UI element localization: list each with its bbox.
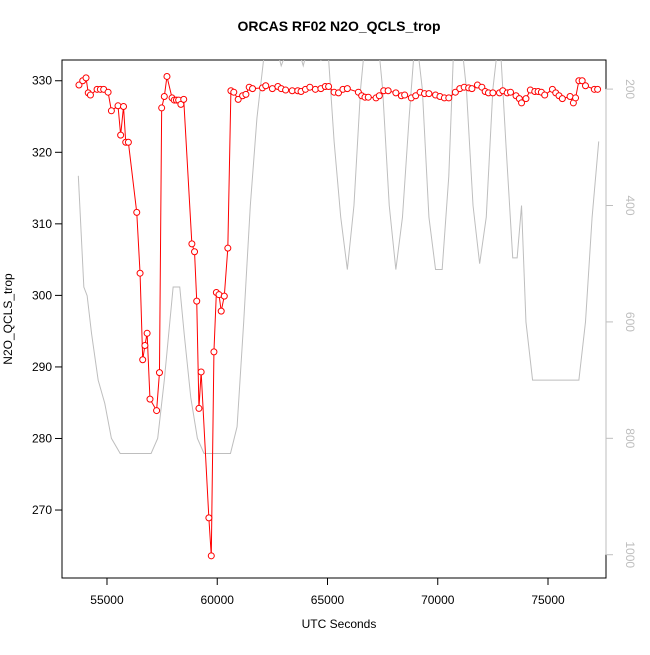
x-tick-label: 55000 [90, 593, 124, 607]
point [205, 514, 213, 522]
point [364, 93, 372, 101]
point [210, 348, 218, 356]
y-tick-label: 320 [32, 145, 52, 159]
point [558, 95, 566, 103]
point [104, 88, 112, 96]
y2-tick-label: 800 [623, 428, 637, 448]
point [220, 292, 228, 300]
point [163, 72, 171, 80]
point [572, 94, 580, 102]
y-tick-label: 290 [32, 360, 52, 374]
x-tick-label: 65000 [311, 593, 345, 607]
point [141, 341, 149, 349]
point [507, 88, 515, 96]
point [86, 91, 94, 99]
point [120, 103, 128, 111]
y-tick-label: 300 [32, 288, 52, 302]
point [425, 90, 433, 98]
point [155, 369, 163, 377]
point [139, 356, 147, 364]
point [489, 89, 497, 97]
point [401, 91, 409, 99]
point [594, 85, 602, 93]
point [158, 104, 166, 112]
point [234, 95, 242, 103]
point [392, 89, 400, 97]
point [224, 244, 232, 252]
x-axis-title: UTC Seconds [302, 617, 377, 631]
point [384, 87, 392, 95]
point [117, 131, 125, 139]
y2-tick-label: 400 [623, 195, 637, 215]
point [581, 82, 589, 90]
point [195, 404, 203, 412]
x-tick-label: 75000 [531, 593, 565, 607]
point [412, 92, 420, 100]
point [143, 329, 151, 337]
point [325, 82, 333, 90]
y2-tick-label: 600 [623, 312, 637, 332]
point [124, 138, 132, 146]
point [191, 248, 199, 256]
point [343, 85, 351, 93]
point [160, 92, 168, 100]
point [75, 81, 83, 89]
point [578, 77, 586, 85]
point [153, 407, 161, 415]
point [230, 88, 238, 96]
point [541, 91, 549, 99]
point [180, 95, 188, 103]
point [242, 90, 250, 98]
y2-tick-label: 200 [623, 79, 637, 99]
point [146, 395, 154, 403]
point [82, 74, 90, 82]
x-tick-label: 60000 [201, 593, 235, 607]
point [445, 94, 453, 102]
point [193, 297, 201, 305]
point [207, 552, 215, 560]
point [136, 269, 144, 277]
point [335, 89, 343, 97]
point [375, 92, 383, 100]
point [177, 100, 185, 108]
y2-tick-label: 1000 [623, 541, 637, 568]
y-tick-label: 310 [32, 217, 52, 231]
point [249, 85, 257, 93]
point [133, 208, 141, 216]
plot-area [75, 60, 602, 560]
y-tick-label: 280 [32, 431, 52, 445]
x-tick-label: 70000 [421, 593, 455, 607]
point [197, 368, 205, 376]
point [451, 88, 459, 96]
point [518, 99, 526, 107]
point [522, 95, 530, 103]
point [262, 82, 270, 90]
chart-title: ORCAS RF02 N2O_QCLS_trop [237, 18, 440, 34]
y-tick-label: 270 [32, 503, 52, 517]
point [217, 307, 225, 315]
y-axis-title: N2O_QCLS_trop [1, 273, 15, 365]
point [468, 85, 476, 93]
point [107, 107, 115, 115]
point [282, 86, 290, 94]
y-tick-label: 330 [32, 74, 52, 88]
point [188, 240, 196, 248]
